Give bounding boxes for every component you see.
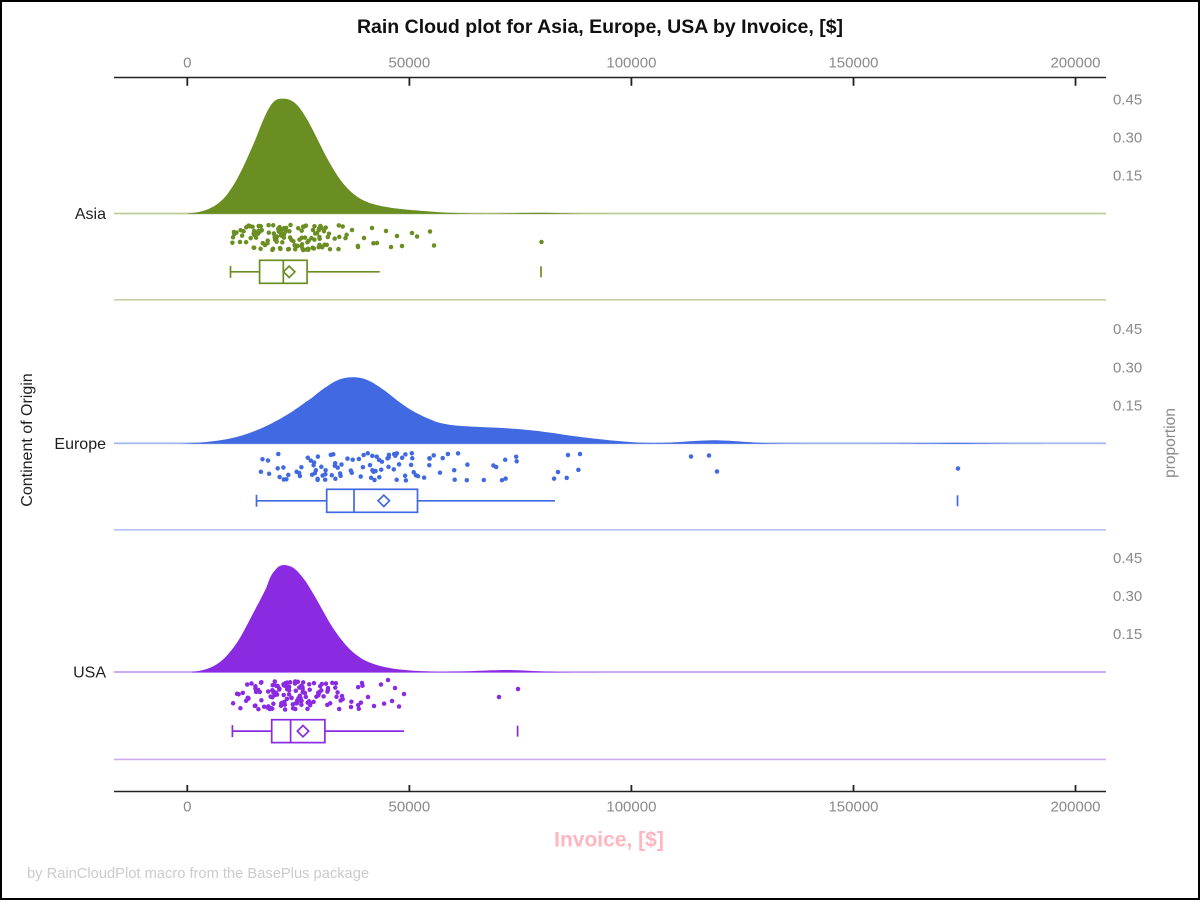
svg-text:200000: 200000 xyxy=(1050,799,1100,816)
svg-text:0.30: 0.30 xyxy=(1113,588,1142,605)
svg-text:100000: 100000 xyxy=(606,55,656,72)
svg-text:150000: 150000 xyxy=(828,55,878,72)
svg-text:USA: USA xyxy=(73,665,106,682)
svg-text:0: 0 xyxy=(183,799,191,816)
svg-text:0.15: 0.15 xyxy=(1113,626,1142,643)
svg-text:0.15: 0.15 xyxy=(1113,397,1142,414)
svg-text:Rain Cloud plot for Asia, Euro: Rain Cloud plot for Asia, Europe, USA by… xyxy=(357,16,843,38)
svg-text:0.30: 0.30 xyxy=(1113,130,1142,147)
svg-text:0.30: 0.30 xyxy=(1113,359,1142,376)
svg-text:Europe: Europe xyxy=(54,436,106,453)
svg-text:50000: 50000 xyxy=(389,799,431,816)
svg-text:0.45: 0.45 xyxy=(1113,91,1142,108)
svg-text:0.45: 0.45 xyxy=(1113,550,1142,567)
svg-text:150000: 150000 xyxy=(828,799,878,816)
svg-text:Continent of Origin: Continent of Origin xyxy=(19,373,36,506)
svg-text:0: 0 xyxy=(183,55,191,72)
svg-text:200000: 200000 xyxy=(1050,55,1100,72)
svg-text:0.15: 0.15 xyxy=(1113,168,1142,185)
svg-text:Invoice, [$]: Invoice, [$] xyxy=(554,829,664,852)
svg-text:0.45: 0.45 xyxy=(1113,321,1142,338)
svg-text:proportion: proportion xyxy=(1162,408,1179,478)
svg-text:50000: 50000 xyxy=(389,55,431,72)
svg-text:by RainCloudPlot macro from th: by RainCloudPlot macro from the BasePlus… xyxy=(27,866,369,882)
svg-text:Asia: Asia xyxy=(75,206,106,223)
svg-text:100000: 100000 xyxy=(606,799,656,816)
